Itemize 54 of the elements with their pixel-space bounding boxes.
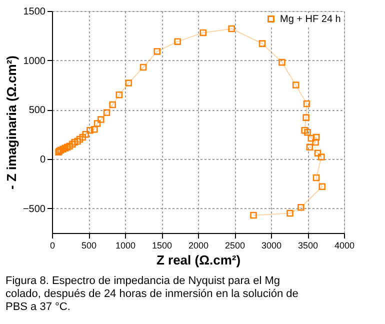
point [79,134,86,141]
point [312,134,320,141]
point [302,114,310,121]
point [125,80,132,86]
point [71,138,78,146]
point [109,101,116,108]
y-tick-label: 0 [40,154,46,166]
y-tick-label: 1500 [23,6,46,18]
point [250,212,257,219]
point [312,174,320,182]
point [258,40,266,47]
point [98,116,104,123]
point [318,183,326,190]
x-tick-label: 3000 [261,240,282,250]
x-tick-label: 2500 [224,240,246,250]
point [103,109,110,116]
point [174,38,181,45]
x-tick-label: 2000 [188,240,209,250]
point [76,136,84,143]
point [200,29,206,36]
point [312,138,319,146]
point [306,144,314,151]
point [86,127,94,134]
point [318,154,325,160]
x-tick-label: 4000 [334,240,355,250]
point [301,127,308,134]
y-tick-label: 1000 [23,56,46,67]
point [82,130,89,138]
point [314,150,322,156]
x-tick-label: 3500 [298,240,318,250]
point [286,210,294,217]
x-tick-label: 1000 [115,240,136,250]
y-tick-label: 500 [28,105,46,116]
x-tick-label: 500 [81,240,97,250]
y-axis-title: - Z imaginaria (Ω.cm²) [4,56,19,190]
x-axis-title: Z real (Ω.cm²) [156,252,241,268]
legend-label: Mg + HF 24 h [280,14,341,25]
point [228,25,235,32]
point [140,64,147,71]
point [94,120,101,127]
y-tick-label: −500 [22,204,46,215]
x-tick-label: 1500 [152,240,172,250]
point [116,91,123,98]
text: Figura 8. Espectro de impedancia de Nyquist para el Mg colado, después de 24 horas de inmersión en la solución de PBS a 37 °C. [5,275,298,313]
point [154,48,161,55]
point [292,82,300,88]
point [303,100,310,108]
x-tick-label: 0 [50,240,56,250]
point [308,134,315,142]
point [90,126,98,133]
point [298,204,304,211]
point [278,58,286,66]
point [69,140,76,148]
point [304,128,311,136]
